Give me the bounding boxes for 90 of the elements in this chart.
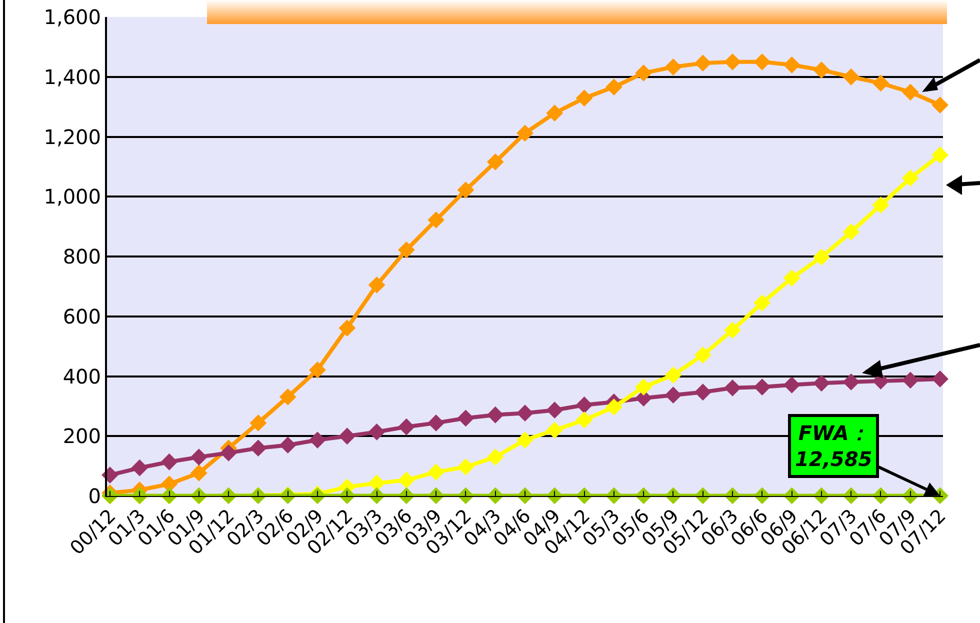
point: [457, 458, 474, 476]
point: [516, 432, 534, 448]
point: [783, 56, 800, 74]
point: [160, 453, 178, 470]
point: [902, 487, 919, 504]
y-tick-label: 1,200: [44, 124, 101, 149]
point: [842, 487, 860, 504]
point: [813, 374, 830, 392]
point: [842, 373, 860, 390]
point: [635, 64, 652, 82]
point: [398, 472, 415, 489]
point: [635, 378, 652, 396]
y-tick-label: 200: [62, 424, 101, 448]
point: [872, 74, 890, 92]
point: [457, 182, 474, 198]
point: [635, 487, 652, 504]
point: [605, 78, 622, 96]
point: [724, 322, 741, 339]
point: [576, 396, 593, 414]
point: [932, 146, 948, 164]
point: [664, 366, 682, 384]
y-tick-label: 1,600: [44, 5, 101, 29]
y-tick-label: 800: [62, 244, 101, 268]
annotation: FWA： 12,585: [795, 421, 872, 471]
point: [932, 96, 948, 114]
point: [902, 84, 919, 101]
point: [428, 464, 445, 480]
point: [902, 170, 919, 187]
point: [724, 487, 741, 504]
point: [724, 53, 741, 70]
point: [754, 53, 771, 70]
point: [398, 487, 415, 504]
y-tick-label: 0: [88, 484, 101, 508]
y-tick-label: 600: [62, 304, 101, 328]
point: [131, 459, 148, 476]
point: [605, 487, 622, 504]
point: [250, 440, 267, 457]
point: [309, 432, 326, 448]
point: [368, 276, 386, 294]
point: [576, 412, 593, 428]
point: [842, 68, 860, 86]
point: [279, 436, 296, 454]
point: [546, 402, 564, 419]
point: [338, 487, 356, 504]
point: [694, 384, 712, 401]
point: [398, 418, 415, 436]
point: [338, 320, 356, 336]
point: [516, 404, 534, 422]
point: [902, 372, 919, 389]
point: [279, 388, 296, 406]
point: [250, 414, 267, 432]
point: [546, 422, 564, 439]
y-tick-label: 1,000: [44, 184, 101, 209]
point: [428, 414, 445, 432]
point: [813, 248, 830, 266]
point: [694, 54, 712, 72]
point: [783, 376, 800, 394]
point: [754, 294, 771, 312]
point: [486, 153, 504, 170]
point: [842, 224, 860, 240]
point: [516, 124, 534, 142]
point: [398, 241, 415, 258]
point: [576, 90, 593, 107]
point: [516, 487, 534, 504]
point: [546, 104, 564, 122]
point: [664, 58, 682, 76]
point: [605, 398, 622, 416]
point: [457, 410, 474, 427]
point: [309, 362, 326, 378]
point: [932, 370, 948, 388]
point: [220, 444, 237, 462]
point: [664, 386, 682, 404]
point: [872, 196, 890, 214]
y-tick-label: 1,400: [44, 64, 101, 89]
y-tick-label: 400: [62, 364, 101, 388]
point: [338, 428, 356, 445]
point: [486, 448, 504, 466]
point: [813, 487, 830, 504]
point: [724, 379, 741, 396]
point: [783, 270, 800, 287]
point: [190, 448, 208, 466]
point: [428, 212, 445, 228]
point: [813, 62, 830, 78]
point: [694, 346, 712, 364]
point: [486, 406, 504, 424]
point: [754, 378, 771, 396]
point: [694, 487, 712, 504]
point: [368, 423, 386, 440]
point: [190, 464, 208, 482]
point: [428, 487, 445, 504]
